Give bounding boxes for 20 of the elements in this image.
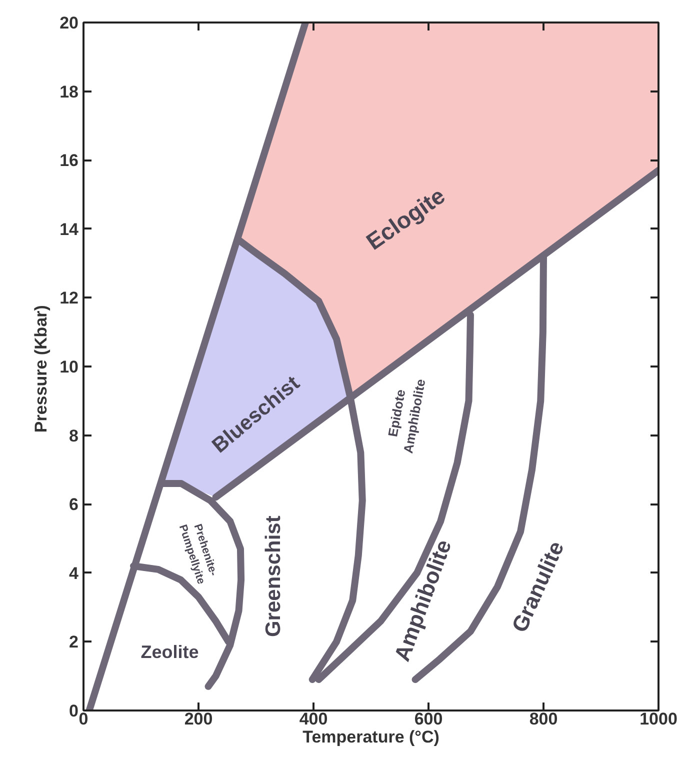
y-tick-label: 20 [60, 14, 79, 32]
annotation: Greenschist [262, 516, 285, 638]
x-tick-label: 400 [299, 710, 328, 728]
y-tick-label: 18 [60, 82, 79, 102]
y-tick-label: 10 [60, 358, 79, 376]
x-tick-label: 1000 [640, 710, 678, 728]
x-tick-label: 800 [529, 710, 558, 728]
y-tick-label: 12 [60, 288, 79, 308]
x-axis-title: Temperature (°C) [302, 728, 440, 746]
annotation: Zeolite [140, 642, 199, 662]
y-tick-label: 4 [69, 564, 80, 583]
annotation: Epidote Amphibolite [385, 378, 428, 455]
y-axis-title: Pressure (Kbar) [32, 305, 51, 433]
y-tick-label: 14 [60, 220, 80, 239]
x-tick-label: 600 [414, 710, 443, 728]
x-tick-label: 200 [184, 710, 213, 728]
y-tick-label: 16 [60, 151, 79, 170]
y-tick-label: 8 [69, 426, 79, 446]
y-tick-label: 6 [69, 495, 79, 514]
y-tick-label: 2 [69, 632, 79, 652]
